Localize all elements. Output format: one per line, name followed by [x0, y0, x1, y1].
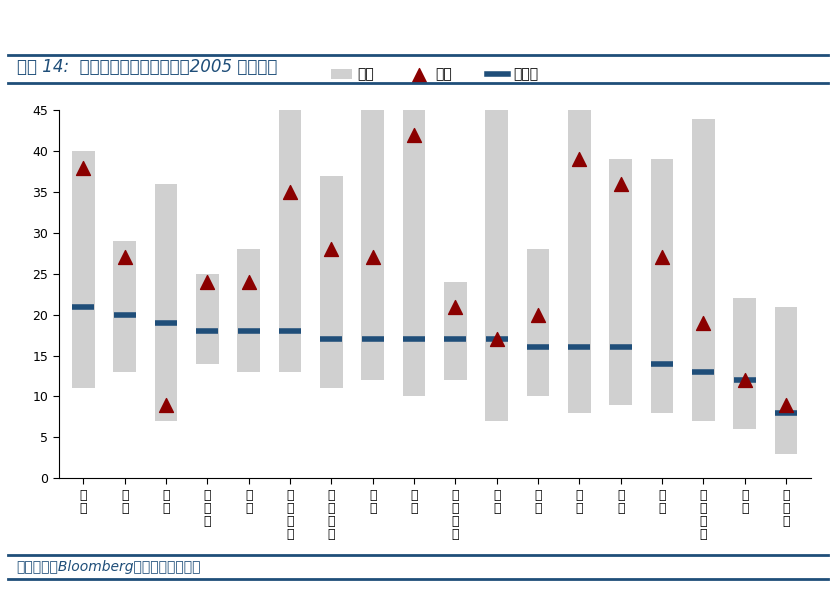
Point: [77, 162, 90, 172]
Bar: [237, 249, 260, 372]
Point: [160, 400, 173, 409]
Bar: [196, 274, 219, 364]
Bar: [155, 184, 177, 421]
Point: [449, 302, 462, 311]
Bar: [403, 110, 426, 397]
Point: [324, 245, 338, 254]
Point: [614, 179, 628, 189]
Point: [366, 253, 380, 262]
Bar: [568, 110, 591, 413]
Text: 图表 14:  主要市场估值分布情况（2005 年至今）: 图表 14: 主要市场估值分布情况（2005 年至今）: [17, 58, 277, 77]
Point: [242, 277, 255, 287]
Bar: [444, 282, 466, 380]
Bar: [278, 110, 302, 372]
Point: [407, 130, 421, 140]
Point: [118, 253, 131, 262]
Point: [738, 375, 752, 385]
Bar: [114, 241, 136, 372]
Bar: [486, 110, 508, 421]
Bar: [650, 159, 674, 413]
Bar: [609, 159, 632, 405]
Bar: [775, 306, 798, 454]
Point: [573, 154, 586, 164]
Bar: [361, 110, 384, 380]
Bar: [692, 118, 715, 421]
Legend: 最大, 现值, 中位数: 最大, 现值, 中位数: [325, 62, 544, 87]
Point: [655, 253, 669, 262]
Point: [779, 400, 793, 409]
Point: [201, 277, 214, 287]
Point: [490, 334, 503, 344]
Point: [696, 318, 710, 328]
Bar: [72, 151, 94, 388]
Bar: [733, 299, 756, 429]
Point: [283, 187, 297, 197]
Text: 资料来源：Bloomberg，国盛证券研究所: 资料来源：Bloomberg，国盛证券研究所: [17, 560, 201, 574]
Point: [532, 310, 545, 319]
Bar: [527, 249, 549, 397]
Bar: [320, 176, 343, 388]
